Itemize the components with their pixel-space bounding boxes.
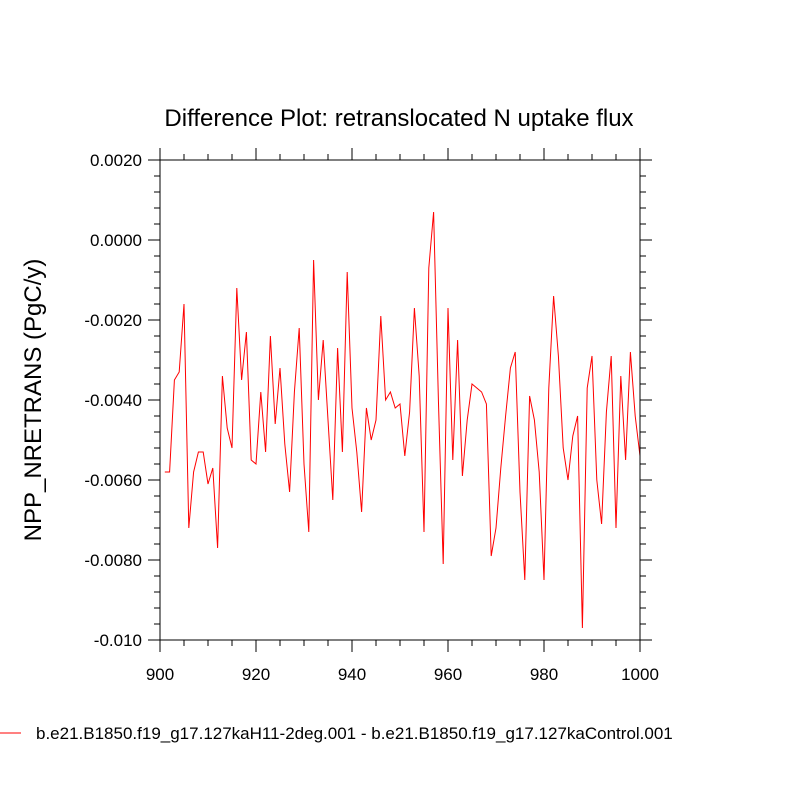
series-layer — [164, 211, 641, 629]
x-tick-label: 920 — [242, 665, 270, 684]
series-line — [164, 211, 641, 629]
y-tick-label: -0.0060 — [84, 471, 142, 490]
y-tick-label: -0.0020 — [84, 311, 142, 330]
x-tick-label: 980 — [530, 665, 558, 684]
legend: b.e21.B1850.f19_g17.127kaH11-2deg.001 - … — [0, 724, 673, 743]
x-tick-label: 940 — [338, 665, 366, 684]
chart-title: Difference Plot: retranslocated N uptake… — [164, 105, 633, 132]
x-tick-label: 960 — [434, 665, 462, 684]
y-tick-label: -0.0040 — [84, 391, 142, 410]
y-tick-label: -0.0080 — [84, 551, 142, 570]
x-tick-label: 900 — [146, 665, 174, 684]
y-tick-label: 0.0020 — [90, 151, 142, 170]
y-tick-label: 0.0000 — [90, 231, 142, 250]
y-tick-label: -0.010 — [94, 631, 142, 650]
plot-frame — [159, 159, 641, 641]
x-tick-label: 1000 — [621, 665, 659, 684]
axis-ticks — [148, 148, 652, 652]
y-axis-label: NPP_NRETRANS (PgC/y) — [20, 259, 47, 542]
tick-labels: 0.0020 0.0000 -0.0020 -0.0040 -0.0060 -0.0080… — [84, 151, 659, 684]
legend-label: b.e21.B1850.f19_g17.127kaH11-2deg.001 - … — [36, 724, 673, 743]
